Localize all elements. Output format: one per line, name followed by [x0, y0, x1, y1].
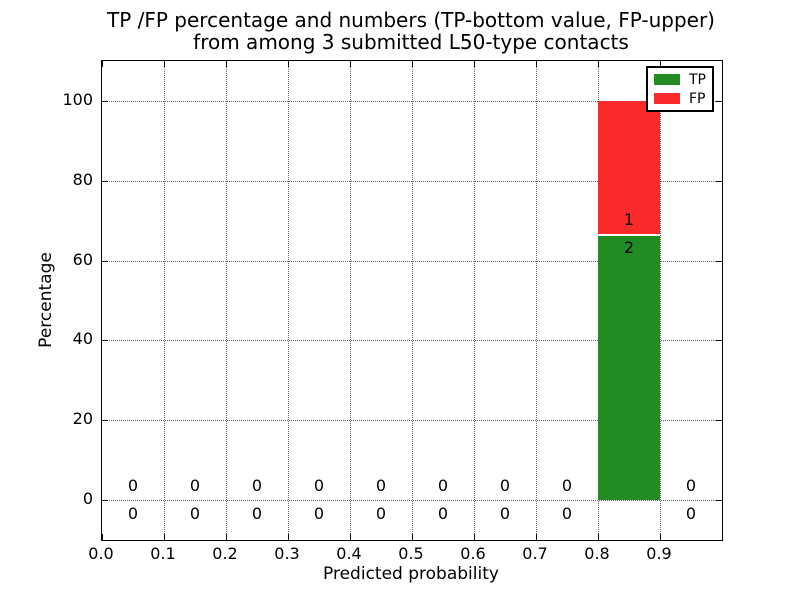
- x-tick-mark: [226, 534, 227, 540]
- x-tick-mark-top: [102, 61, 103, 67]
- fp-bar-segment: [598, 100, 660, 234]
- x-tick-mark-top: [226, 61, 227, 67]
- x-gridline: [412, 61, 413, 540]
- y-tick-mark: [102, 420, 108, 422]
- tp-count-label: 0: [251, 504, 263, 524]
- legend-entry-tp: TP: [648, 72, 712, 88]
- x-tick-label: 0.0: [88, 544, 114, 563]
- fp-count-label: 0: [561, 476, 573, 496]
- tp-count-label: 0: [437, 504, 449, 524]
- x-tick-label: 0.4: [336, 544, 362, 563]
- tp-count-label: 0: [189, 504, 201, 524]
- fp-color-swatch-icon: [654, 93, 680, 104]
- x-tick-mark-top: [660, 61, 661, 67]
- fp-count-label: 0: [685, 476, 697, 496]
- x-tick-label: 0.9: [646, 544, 672, 563]
- x-tick-mark: [102, 534, 103, 540]
- x-tick-label: 0.8: [584, 544, 610, 563]
- y-gridline: [102, 500, 722, 502]
- tp-count-label: 0: [375, 504, 387, 524]
- x-tick-mark-top: [164, 61, 165, 67]
- y-gridline: [102, 260, 722, 262]
- x-gridline: [288, 61, 289, 540]
- chart-title-line1: TP /FP percentage and numbers (TP-bottom…: [107, 8, 715, 32]
- chart-title: TP /FP percentage and numbers (TP-bottom…: [101, 9, 721, 53]
- x-tick-label: 0.2: [212, 544, 238, 563]
- x-tick-label: 0.5: [398, 544, 424, 563]
- y-gridline: [102, 340, 722, 342]
- x-tick-mark-top: [598, 61, 599, 67]
- x-tick-mark: [536, 534, 537, 540]
- y-tick-mark: [102, 100, 108, 102]
- fp-count-label: 0: [375, 476, 387, 496]
- x-tick-mark: [598, 534, 599, 540]
- y-tick-mark-right: [716, 180, 722, 182]
- y-tick-mark-right: [716, 340, 722, 342]
- x-tick-mark-top: [350, 61, 351, 67]
- y-gridline: [102, 420, 722, 422]
- x-tick-mark: [350, 534, 351, 540]
- y-tick-label: 40: [72, 329, 93, 349]
- fp-count-label: 0: [251, 476, 263, 496]
- x-gridline: [474, 61, 475, 540]
- x-tick-label: 0.7: [522, 544, 548, 563]
- y-tick-mark-right: [716, 260, 722, 262]
- y-tick-label: 60: [72, 249, 93, 269]
- y-tick-mark-right: [716, 500, 722, 502]
- x-tick-mark-top: [474, 61, 475, 67]
- y-tick-mark-right: [716, 100, 722, 102]
- tp-count-label: 0: [127, 504, 139, 524]
- y-gridline: [102, 180, 722, 182]
- x-gridline: [536, 61, 537, 540]
- y-tick-label: 20: [72, 409, 93, 429]
- tp-bar-segment: [598, 233, 660, 501]
- x-tick-label: 0.6: [460, 544, 486, 563]
- tp-count-label: 0: [561, 504, 573, 524]
- fp-count-label: 0: [127, 476, 139, 496]
- legend: TP FP: [646, 66, 714, 112]
- tp-count-label: 0: [685, 504, 697, 524]
- x-tick-mark: [660, 534, 661, 540]
- x-gridline: [164, 61, 165, 540]
- x-tick-mark: [474, 534, 475, 540]
- y-axis-label: Percentage: [36, 252, 56, 348]
- legend-label-fp: FP: [689, 90, 706, 107]
- x-gridline: [226, 61, 227, 540]
- x-gridline: [660, 61, 661, 540]
- fp-count-label: 0: [313, 476, 325, 496]
- legend-label-tp: TP: [689, 71, 706, 88]
- y-tick-mark: [102, 260, 108, 262]
- x-tick-mark: [288, 534, 289, 540]
- fp-count-label: 0: [499, 476, 511, 496]
- fp-count-label: 0: [189, 476, 201, 496]
- x-gridline: [350, 61, 351, 540]
- x-tick-mark: [164, 534, 165, 540]
- x-tick-label: 0.1: [150, 544, 176, 563]
- x-tick-mark-top: [288, 61, 289, 67]
- y-tick-mark: [102, 340, 108, 342]
- fp-count-label: 1: [623, 209, 635, 229]
- y-tick-mark: [102, 180, 108, 182]
- legend-entry-fp: FP: [648, 91, 712, 107]
- x-tick-label: 0.3: [274, 544, 300, 563]
- tp-count-label: 0: [499, 504, 511, 524]
- tp-color-swatch-icon: [654, 74, 680, 85]
- y-gridline: [102, 100, 722, 102]
- y-tick-mark: [102, 500, 108, 502]
- x-axis-label: Predicted probability: [323, 564, 499, 584]
- x-tick-mark: [412, 534, 413, 540]
- plot-area: 0 0 0 0 0 0 0 0 0 0 0 0 0 0 0 0 1 2 0 0: [101, 60, 723, 541]
- chart-title-line2: from among 3 submitted L50-type contacts: [193, 30, 629, 54]
- tp-count-label: 2: [623, 237, 635, 257]
- tp-count-label: 0: [313, 504, 325, 524]
- y-tick-label: 0: [82, 489, 93, 509]
- y-tick-mark-right: [716, 420, 722, 422]
- y-tick-label: 100: [62, 89, 93, 109]
- fp-count-label: 0: [437, 476, 449, 496]
- x-tick-mark-top: [412, 61, 413, 67]
- x-tick-mark-top: [536, 61, 537, 67]
- y-tick-label: 80: [72, 169, 93, 189]
